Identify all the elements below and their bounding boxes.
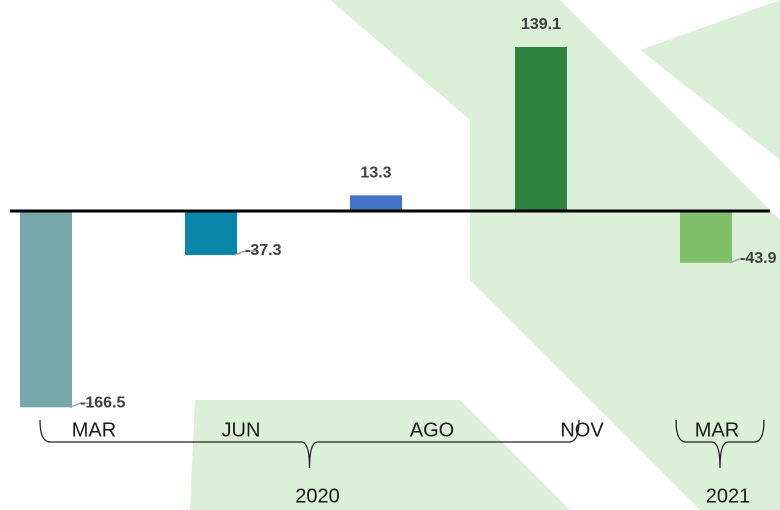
bar xyxy=(185,211,237,255)
x-tick-label: AGO xyxy=(410,419,454,441)
arrow-shape xyxy=(190,400,570,510)
x-tick-label: MAR xyxy=(72,419,116,441)
x-tick-label: MAR xyxy=(695,419,739,441)
data-label: -37.3 xyxy=(245,242,282,259)
bar xyxy=(680,211,732,263)
data-label: -43.9 xyxy=(740,250,777,267)
group-label: 2021 xyxy=(706,485,751,507)
x-tick-label: NOV xyxy=(560,419,604,441)
data-label: 13.3 xyxy=(360,165,391,182)
chart: -166.5 MAR -37.3 JUN 13.3 AGO 139.1 NOV -43.9 MAR… xyxy=(0,0,780,510)
data-label: 139.1 xyxy=(521,16,561,33)
x-tick-label: JUN xyxy=(222,419,261,441)
bar xyxy=(350,195,402,211)
bar xyxy=(515,47,567,211)
data-label: -166.5 xyxy=(80,395,125,412)
group-label: 2020 xyxy=(295,485,340,507)
page: {"chart_data": {"type": "bar", "categori… xyxy=(0,0,780,510)
bar xyxy=(20,211,72,407)
